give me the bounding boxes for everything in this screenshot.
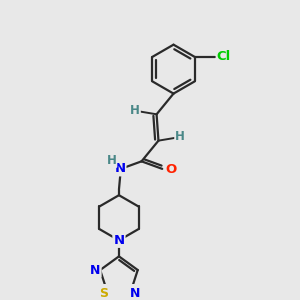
Text: S: S — [99, 287, 108, 300]
Text: Cl: Cl — [217, 50, 231, 63]
Text: N: N — [130, 286, 140, 299]
Text: H: H — [130, 104, 140, 117]
Text: O: O — [165, 163, 176, 176]
Text: N: N — [113, 234, 124, 247]
Text: N: N — [90, 263, 100, 277]
Text: N: N — [114, 162, 125, 176]
Text: H: H — [175, 130, 185, 143]
Text: H: H — [106, 154, 116, 167]
